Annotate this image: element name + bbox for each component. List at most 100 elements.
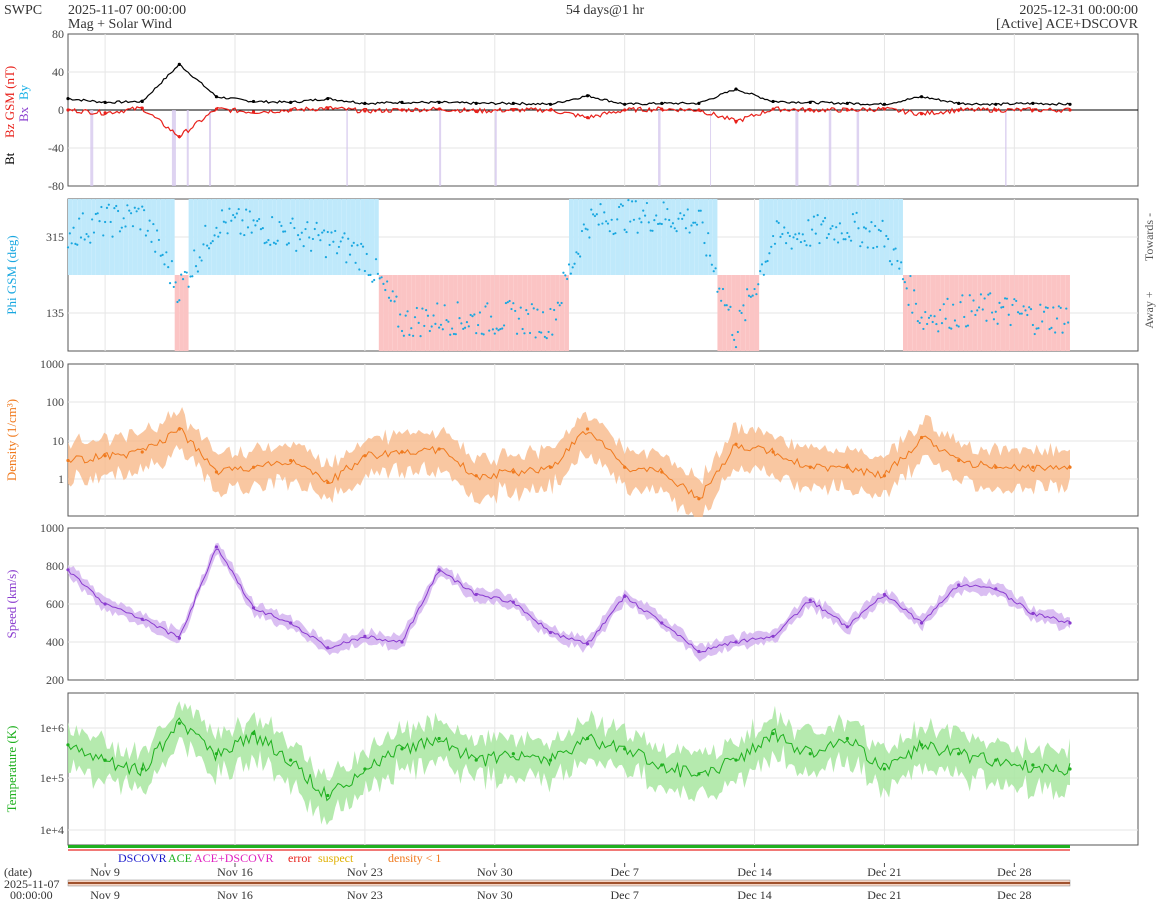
phi-point — [896, 259, 899, 263]
phi-point — [536, 308, 539, 311]
bz-point — [437, 107, 441, 111]
away-sector-band — [935, 275, 941, 351]
phi-point — [818, 241, 821, 245]
bt-point — [845, 101, 849, 105]
away-label: Away + — [1142, 291, 1156, 329]
phi-point — [690, 224, 693, 227]
phi-point — [451, 327, 454, 330]
phi-point — [634, 200, 637, 203]
phi-point — [317, 234, 320, 237]
bz-point — [623, 108, 627, 112]
towards-sector-band — [889, 199, 894, 275]
away-sector-band — [434, 275, 440, 351]
towards-sector-band — [364, 199, 370, 275]
density-point — [771, 450, 775, 454]
away-sector-band — [726, 275, 732, 351]
density-point — [660, 470, 664, 474]
temperature-axis-label: Temperature (K) — [4, 726, 19, 813]
speed-point — [511, 600, 515, 604]
phi-point — [502, 324, 506, 327]
speed-tick-600: 600 — [46, 597, 64, 611]
x-tick-label: Nov 30 — [477, 865, 513, 879]
phi-point — [1005, 297, 1009, 300]
phi-point — [163, 263, 166, 266]
start-datetime: 2025-11-07 00:00:00 — [68, 3, 186, 18]
temperature-point — [734, 758, 738, 762]
phi-point — [959, 301, 962, 304]
towards-sector-band — [318, 199, 324, 275]
phi-point — [887, 237, 890, 241]
temperature-point — [548, 758, 553, 762]
speed-point — [771, 634, 775, 638]
bt-point — [66, 97, 70, 101]
bt-point — [957, 101, 961, 105]
phi-point — [165, 251, 168, 254]
bz-point — [326, 106, 330, 110]
phi-point — [482, 333, 485, 336]
phi-point — [564, 274, 567, 277]
phi-point — [528, 331, 532, 335]
away-sector-band — [462, 275, 467, 351]
phi-point — [684, 227, 688, 230]
phi-point — [374, 258, 378, 261]
away-sector-band — [1005, 275, 1010, 351]
towards-sector-band — [675, 199, 681, 275]
bz-point — [214, 107, 219, 111]
phi-point — [417, 321, 420, 324]
phi-point — [740, 311, 743, 315]
phi-point — [402, 334, 405, 337]
phi-point — [410, 327, 413, 330]
phi-point — [107, 203, 110, 206]
phi-point — [827, 233, 830, 236]
phi-point — [549, 307, 552, 311]
phi-point — [76, 243, 79, 246]
bx-axis-label: Bx — [16, 106, 31, 122]
towards-sector-band — [290, 199, 296, 275]
phi-point — [345, 261, 348, 264]
phi-point — [68, 232, 71, 235]
phi-point — [467, 325, 470, 328]
phi-point — [833, 238, 836, 241]
phi-point — [445, 318, 448, 322]
away-sector-band — [457, 275, 463, 351]
speed-point — [660, 621, 664, 625]
away-sector-band — [921, 275, 927, 351]
speed-point — [437, 568, 441, 572]
away-sector-band — [949, 275, 954, 351]
phi-point — [525, 309, 528, 312]
phi-point — [953, 319, 957, 322]
phi-point — [777, 221, 780, 224]
phi-point — [118, 230, 122, 233]
bz-south-band — [439, 110, 442, 186]
phi-point — [632, 218, 636, 221]
phi-point — [1055, 317, 1059, 320]
phi-point — [721, 287, 725, 291]
away-sector-band — [555, 275, 560, 351]
towards-sector-band — [573, 199, 579, 275]
away-sector-band — [986, 275, 992, 351]
phi-point — [814, 232, 817, 235]
phi-point — [751, 294, 754, 297]
bt-axis-label: Bt — [2, 152, 17, 165]
phi-point — [606, 222, 610, 225]
phi-point — [254, 224, 257, 227]
phi-point — [421, 307, 424, 310]
phi-point — [339, 240, 342, 243]
phi-point — [996, 322, 999, 325]
towards-sector-band — [346, 199, 351, 275]
phi-point — [473, 313, 476, 316]
away-sector-band — [425, 275, 430, 351]
phi-point — [718, 287, 721, 290]
towards-sector-band — [313, 199, 319, 275]
towards-sector-band — [146, 199, 152, 275]
phi-point — [328, 243, 331, 247]
phi-point — [439, 323, 443, 326]
temperature-point — [289, 758, 293, 762]
phi-point — [144, 234, 148, 237]
bt-point — [1068, 102, 1072, 106]
phi-point — [937, 330, 940, 333]
phi-point — [243, 233, 246, 237]
legend-ace: ACE — [168, 851, 192, 865]
phi-point — [406, 310, 409, 313]
away-sector-band — [940, 275, 945, 351]
